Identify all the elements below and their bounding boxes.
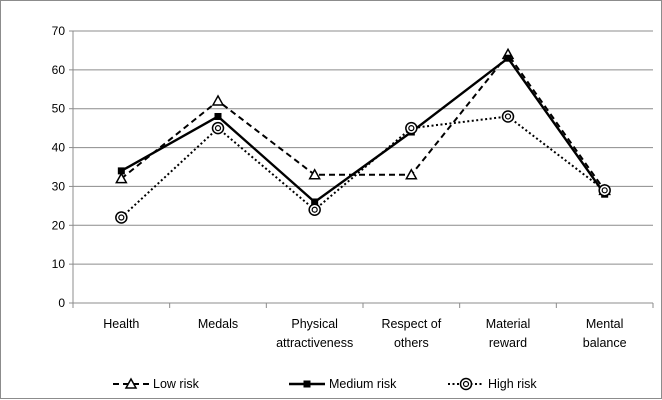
data-point-high-risk xyxy=(211,121,225,135)
legend-item-high-risk: High risk xyxy=(448,377,537,391)
x-category-label: Mental xyxy=(586,317,624,331)
data-point-high-risk xyxy=(115,211,128,224)
x-category-label: Medals xyxy=(198,317,238,331)
series-line-high-risk xyxy=(120,115,606,219)
y-tick-label: 70 xyxy=(52,24,66,38)
x-category-label: reward xyxy=(489,336,527,350)
x-category-label: attractiveness xyxy=(276,336,353,350)
data-point-high-risk xyxy=(405,121,418,135)
x-category-label: others xyxy=(394,336,429,350)
y-tick-label: 10 xyxy=(52,257,66,271)
legend-label: Medium risk xyxy=(329,377,397,391)
legend-marker-medium-risk xyxy=(303,380,311,388)
y-tick-label: 50 xyxy=(52,102,66,116)
x-category-label: Material xyxy=(486,317,530,331)
y-tick-label: 40 xyxy=(52,141,66,155)
legend-marker-low-risk xyxy=(124,377,138,389)
data-point-high-risk xyxy=(308,203,321,216)
data-point-low-risk xyxy=(308,168,321,180)
x-category-label: Respect of xyxy=(381,317,441,331)
series-line-medium-risk xyxy=(120,56,606,204)
data-point-high-risk xyxy=(501,110,515,123)
y-tick-label: 20 xyxy=(52,218,66,232)
data-point-medium-risk xyxy=(504,54,512,62)
series-line-low-risk xyxy=(120,52,606,191)
data-point-medium-risk xyxy=(214,112,222,120)
legend-item-low-risk: Low risk xyxy=(113,377,200,391)
legend-label: Low risk xyxy=(153,377,200,391)
legend-item-medium-risk: Medium risk xyxy=(289,377,397,391)
legend-marker-high-risk xyxy=(459,377,473,391)
data-point-medium-risk xyxy=(117,167,125,175)
data-point-low-risk xyxy=(405,168,418,180)
x-category-label: Health xyxy=(103,317,139,331)
y-tick-label: 30 xyxy=(52,179,66,193)
data-point-low-risk xyxy=(211,94,225,106)
x-category-label: balance xyxy=(583,336,627,350)
data-point-medium-risk xyxy=(311,198,319,206)
data-point-low-risk xyxy=(115,172,128,184)
legend-label: High risk xyxy=(488,377,537,391)
x-category-label: Physical xyxy=(291,317,338,331)
y-tick-label: 0 xyxy=(58,296,65,310)
y-tick-label: 60 xyxy=(52,63,66,77)
data-point-high-risk xyxy=(598,184,611,197)
